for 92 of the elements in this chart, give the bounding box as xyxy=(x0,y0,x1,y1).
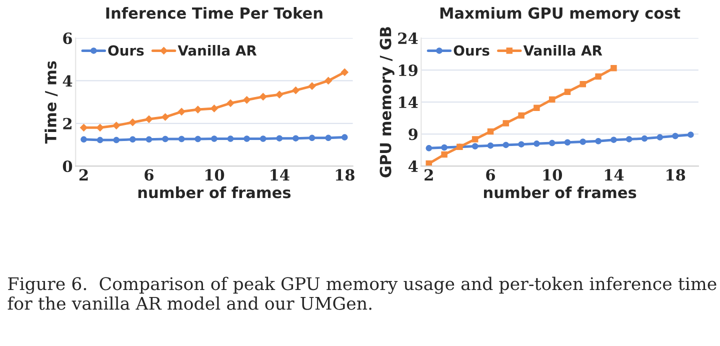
point xyxy=(472,136,478,142)
point xyxy=(580,138,586,145)
chart-title: Inference Time Per Token xyxy=(106,7,322,19)
point xyxy=(548,140,556,146)
point xyxy=(292,135,299,142)
point xyxy=(324,76,332,85)
point xyxy=(80,124,88,132)
y-tick-label: 4 xyxy=(62,75,72,87)
y-tick-label: 14 xyxy=(399,96,418,108)
point xyxy=(145,115,153,124)
point xyxy=(244,136,250,142)
point xyxy=(502,142,510,148)
point xyxy=(308,134,316,142)
point xyxy=(259,92,268,101)
x-axis-title: number of frames xyxy=(138,186,291,198)
point xyxy=(211,136,218,142)
x-tick-label: 14 xyxy=(270,169,290,180)
point xyxy=(564,139,571,146)
y-axis-title: GPU memory / GB xyxy=(380,27,394,178)
point xyxy=(275,90,284,99)
point xyxy=(580,81,586,88)
y-tick-label: 24 xyxy=(398,32,418,44)
point xyxy=(340,68,349,76)
caption: Figure 6. Comparison of peak GPU memory usage and per-token inference time for the vanilla AR model and our UMGen. xyxy=(8,276,716,310)
point xyxy=(342,134,348,140)
point xyxy=(595,73,602,80)
point xyxy=(96,124,104,132)
point xyxy=(487,142,494,149)
x-tick-label: 2 xyxy=(424,169,433,180)
point xyxy=(96,136,104,144)
y-tick-label: 0 xyxy=(62,160,72,172)
point xyxy=(564,88,571,95)
point xyxy=(178,108,186,116)
point xyxy=(130,136,136,143)
legend-label: Vanilla AR xyxy=(178,45,257,56)
x-tick-label: 2 xyxy=(79,169,88,180)
point xyxy=(226,99,234,108)
point xyxy=(626,136,632,142)
point xyxy=(518,112,524,119)
point xyxy=(534,104,540,111)
y-axis-title: Time / ms xyxy=(44,61,58,144)
x-tick-label: 14 xyxy=(604,169,624,180)
point xyxy=(162,136,168,142)
point xyxy=(672,132,678,140)
point xyxy=(113,136,120,144)
x-tick-label: 10 xyxy=(543,169,562,181)
point xyxy=(502,120,510,126)
point xyxy=(146,136,152,143)
point xyxy=(178,136,185,142)
point xyxy=(688,132,694,138)
y-tick-label: 9 xyxy=(408,128,418,140)
point xyxy=(641,135,648,142)
legend-label: Ours xyxy=(108,45,144,56)
y-tick-label: 6 xyxy=(63,32,72,44)
point xyxy=(441,144,448,151)
point xyxy=(260,136,266,142)
point xyxy=(610,65,617,72)
point xyxy=(194,106,202,114)
point xyxy=(112,122,120,130)
x-tick-label: 6 xyxy=(144,169,154,181)
point xyxy=(487,128,494,135)
chart-title: Maxmium GPU memory cost xyxy=(440,7,680,22)
x-tick-label: 18 xyxy=(336,169,354,181)
point xyxy=(472,143,478,150)
legend-label: Ours xyxy=(454,45,490,56)
x-tick-label: 18 xyxy=(666,169,686,181)
point xyxy=(534,140,540,147)
point xyxy=(292,86,300,94)
x-tick-label: 10 xyxy=(205,169,224,181)
y-tick-label: 2 xyxy=(63,118,72,130)
point xyxy=(242,96,251,104)
point xyxy=(161,113,170,121)
point xyxy=(656,134,664,140)
x-axis-title: number of frames xyxy=(484,186,636,198)
y-tick-label: 4 xyxy=(408,160,418,172)
point xyxy=(80,136,87,143)
point xyxy=(210,104,218,112)
point xyxy=(518,141,524,148)
point xyxy=(194,136,202,142)
point xyxy=(227,136,234,142)
point xyxy=(325,134,332,142)
point xyxy=(308,82,316,90)
point xyxy=(610,136,617,143)
point xyxy=(128,118,137,126)
point xyxy=(276,135,283,142)
point xyxy=(441,151,448,158)
point xyxy=(595,138,602,144)
point xyxy=(548,96,556,103)
y-tick-label: 19 xyxy=(399,64,418,76)
legend-label: Vanilla AR xyxy=(523,45,602,56)
point xyxy=(426,145,432,152)
x-tick-label: 6 xyxy=(486,169,495,181)
